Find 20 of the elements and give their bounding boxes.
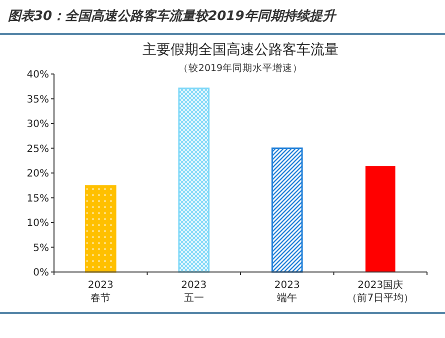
y-tick-label: 15%	[26, 193, 49, 204]
x-tick-label: 2023春节	[88, 280, 114, 304]
x-tick-label: 2023五一	[181, 280, 207, 304]
y-tick-label: 0%	[33, 268, 49, 278]
x-tick-label: 2023国庆（前7日平均）	[347, 279, 414, 304]
bar	[365, 166, 396, 272]
bar	[178, 88, 210, 273]
bar	[84, 185, 116, 273]
x-tick-label: 2023端午	[274, 280, 300, 304]
bar	[271, 148, 303, 273]
y-tick-label: 25%	[26, 144, 49, 155]
y-tick-label: 10%	[26, 218, 49, 229]
chart-title: 图表30：全国高速公路客车流量较2019年同期持续提升	[8, 8, 338, 24]
y-tick-label: 30%	[26, 119, 49, 130]
y-tick-label: 35%	[26, 94, 49, 106]
y-tick-label: 20%	[26, 168, 49, 180]
annotation: （较2019年同期水平增速）	[178, 62, 303, 74]
y-tick-label: 40%	[26, 70, 49, 80]
chart-subtitle: 主要假期全国高速公路客车流量	[142, 42, 338, 58]
y-tick-label: 5%	[33, 242, 49, 254]
